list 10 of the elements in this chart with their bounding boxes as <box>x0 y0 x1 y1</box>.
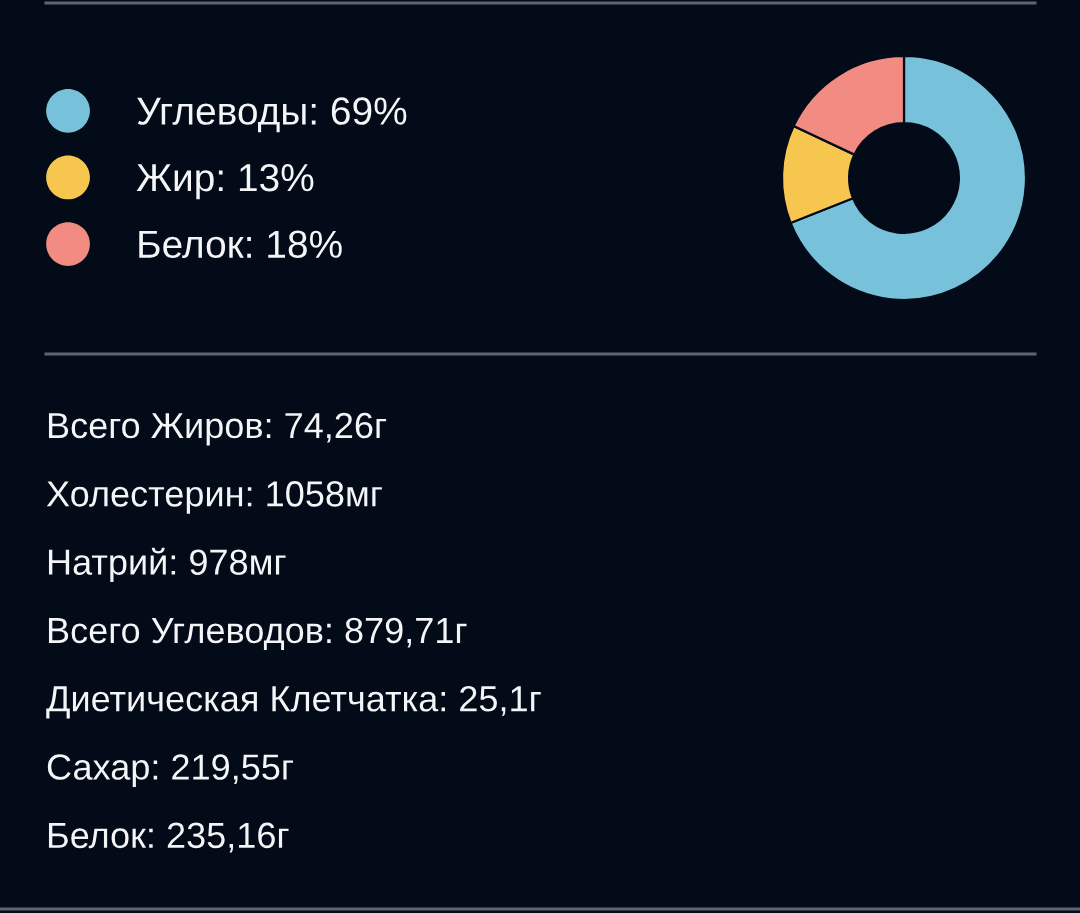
text: Диетическая Клетчатка: 25,1г <box>46 685 541 719</box>
text: Белок: 235,16г <box>48 822 289 853</box>
legend-label: Жир: 13% <box>136 163 314 200</box>
legend-label: Белок: 18% <box>139 230 342 259</box>
text: Сахар: 219,55г <box>47 754 294 787</box>
text: Холестерин: 1058мг <box>46 481 382 514</box>
text: Всего Углеводов: 879,71г <box>48 617 467 651</box>
text: Всего Жиров: 74,26г <box>48 412 387 446</box>
legend-label: Углеводы: 69% <box>137 97 407 133</box>
text: Натрий: 978мг <box>48 547 286 583</box>
